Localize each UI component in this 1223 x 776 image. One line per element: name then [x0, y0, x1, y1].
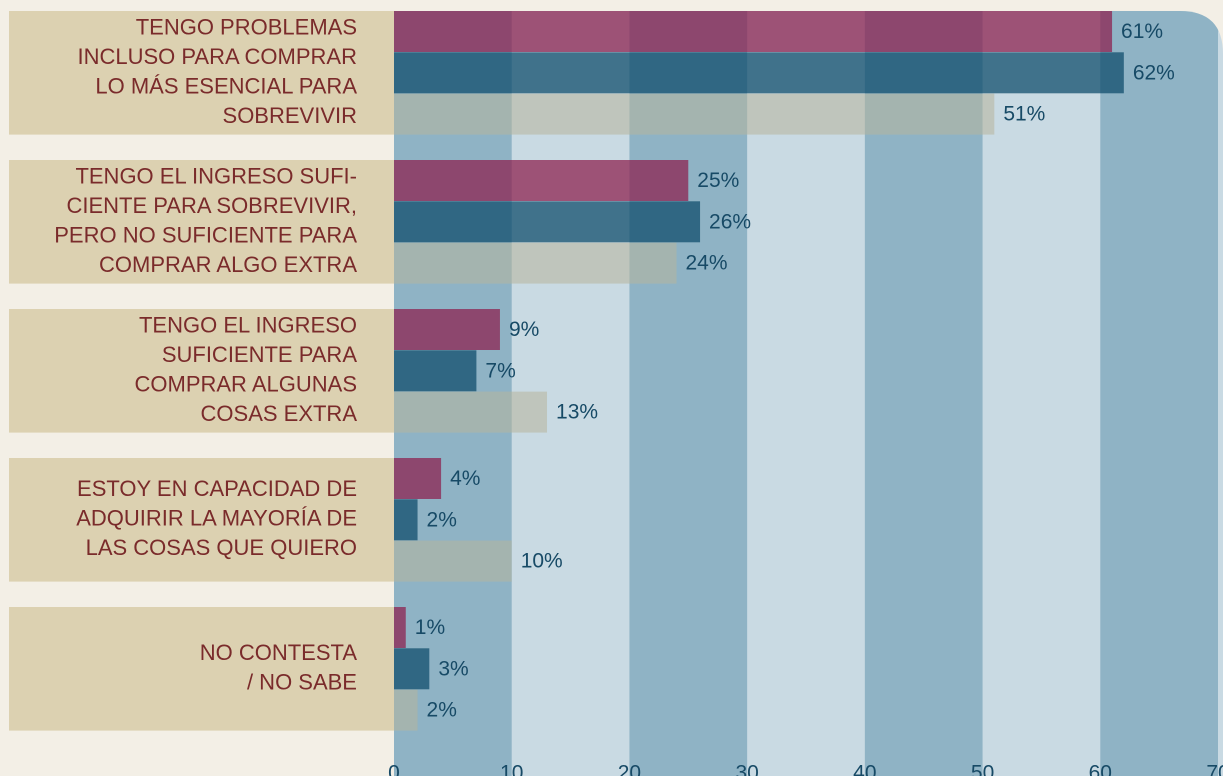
value-label: 9% — [509, 318, 539, 341]
category-label: TENGO EL INGRESO SUFI- — [75, 163, 357, 188]
grid-band — [982, 11, 1102, 776]
value-label: 4% — [450, 467, 480, 490]
category-box — [9, 458, 394, 582]
category-label: LO MÁS ESENCIAL PARA — [95, 73, 357, 98]
value-label: 25% — [697, 169, 739, 192]
category-label: LAS COSAS QUE QUIERO — [86, 535, 357, 560]
bar — [394, 648, 430, 690]
x-tick-label: 40 — [853, 762, 876, 776]
bar — [394, 350, 477, 392]
value-label: 26% — [709, 210, 751, 233]
bar — [394, 458, 442, 499]
value-label: 13% — [556, 401, 598, 424]
category-label: PERO NO SUFICIENTE PARA — [54, 222, 357, 247]
value-label: 2% — [427, 699, 457, 722]
x-tick-label: 30 — [735, 762, 758, 776]
grid-band — [1218, 11, 1223, 776]
category-label: COMPRAR ALGO EXTRA — [99, 252, 357, 277]
x-tick-label: 70 — [1206, 762, 1223, 776]
grid-band — [747, 11, 866, 776]
category-box — [9, 160, 394, 284]
category-label: SOBREVIVIR — [223, 103, 357, 128]
category-label: TENGO PROBLEMAS — [136, 14, 357, 39]
bar — [394, 391, 548, 433]
category-label: ADQUIRIR LA MAYORÍA DE — [76, 506, 357, 531]
category-label: NO CONTESTA — [200, 640, 358, 665]
bar — [394, 540, 512, 582]
bar — [394, 689, 418, 731]
value-label: 7% — [485, 359, 515, 382]
category-label: INCLUSO PARA COMPRAR — [77, 44, 357, 69]
category-label: SUFICIENTE PARA — [162, 342, 358, 367]
grid-band — [864, 11, 984, 776]
bar — [394, 499, 418, 541]
category-label: TENGO EL INGRESO — [139, 312, 357, 337]
grid-band — [1100, 11, 1219, 776]
value-label: 51% — [1003, 103, 1045, 126]
category-label: / NO SABE — [247, 669, 357, 694]
category-label: ESTOY EN CAPACIDAD DE — [77, 476, 357, 501]
value-label: 1% — [415, 616, 445, 639]
x-tick-label: 60 — [1089, 762, 1112, 776]
x-tick-label: 50 — [971, 762, 994, 776]
category-label: COMPRAR ALGUNAS — [135, 371, 358, 396]
category-label: COSAS EXTRA — [201, 401, 358, 426]
value-label: 2% — [427, 508, 457, 531]
category-box — [9, 309, 394, 433]
bar — [394, 52, 1124, 94]
value-label: 3% — [438, 657, 468, 680]
bar — [394, 607, 406, 648]
x-tick-label: 10 — [500, 762, 523, 776]
bar — [394, 11, 1113, 52]
bar — [394, 309, 500, 350]
bar — [394, 160, 689, 201]
bar — [394, 93, 995, 135]
x-tick-label: 20 — [618, 762, 641, 776]
value-label: 61% — [1121, 20, 1163, 43]
bar — [394, 201, 701, 243]
value-label: 10% — [521, 550, 563, 573]
grid-band — [629, 11, 749, 776]
category-label: CIENTE PARA SOBREVIVIR, — [66, 193, 357, 218]
value-label: 62% — [1133, 61, 1175, 84]
category-box — [9, 11, 394, 135]
x-tick-label: 0 — [388, 762, 400, 776]
bar — [394, 242, 677, 284]
plot-area — [394, 11, 1223, 776]
category-box — [9, 607, 394, 731]
value-label: 24% — [686, 252, 728, 275]
